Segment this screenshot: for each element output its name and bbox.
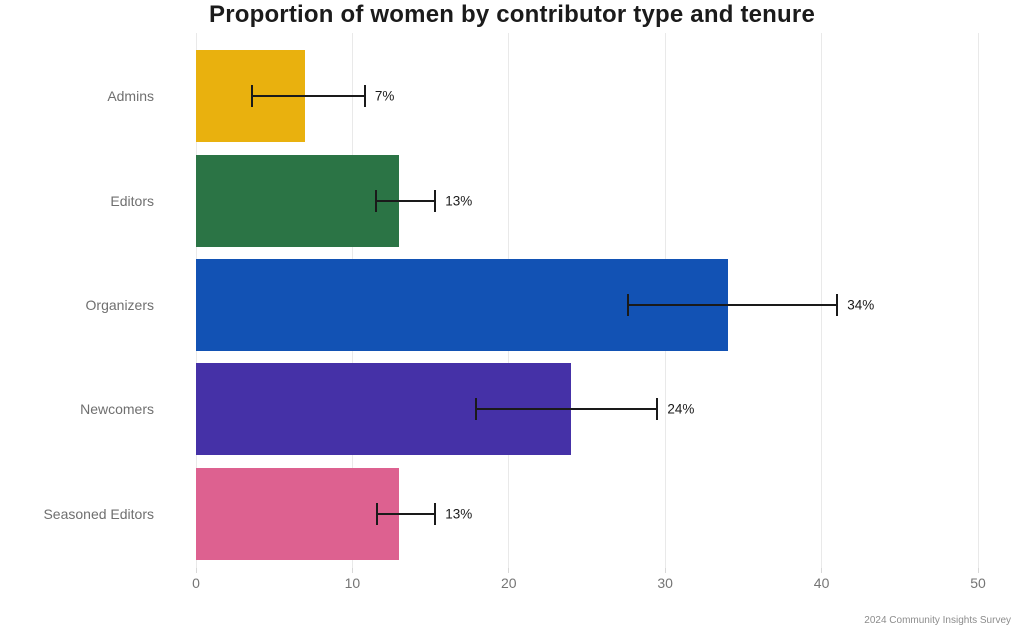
value-label: 7%	[374, 88, 395, 104]
bar	[196, 467, 400, 560]
x-tick-mark-0	[195, 568, 197, 573]
chart-row: Organizers 34%	[86, 253, 978, 357]
x-tick-mark-10	[351, 568, 353, 573]
error-bar-line	[377, 512, 436, 515]
error-bar-cap-left	[376, 502, 379, 525]
error-bar-cap-right	[434, 502, 437, 525]
x-tick-mark-50	[977, 568, 979, 573]
chart-row: Newcomers 24%	[80, 357, 978, 461]
x-tick-mark-40	[821, 568, 823, 573]
error-bar-line	[475, 408, 658, 411]
x-tick-mark-30	[664, 568, 666, 573]
chart-row: Admins 7%	[107, 44, 978, 148]
category-label: Newcomers	[80, 401, 154, 418]
bar	[196, 154, 400, 247]
value-label: 24%	[667, 401, 695, 417]
category-label: Organizers	[85, 297, 154, 314]
value-label: 13%	[445, 193, 473, 209]
category-label: Seasoned Editors	[43, 505, 154, 522]
error-bar-cap-left	[251, 85, 254, 108]
plot-area: Admins 7% Editors 13% Organizers 34% Newcomers…	[43, 44, 978, 566]
x-tick-label-20: 20	[501, 575, 517, 591]
gridline-40	[821, 33, 823, 568]
error-bar-cap-left	[474, 398, 477, 421]
x-axis: 0 10 20 30 40 50	[192, 568, 986, 602]
error-bar-cap-right	[434, 189, 437, 212]
category-label: Editors	[110, 192, 154, 209]
error-bar-cap-right	[363, 85, 366, 108]
x-tick-label-0: 0	[192, 575, 200, 591]
x-tick-label-50: 50	[970, 575, 986, 591]
chart-title: Proportion of women by contributor type …	[208, 1, 815, 28]
x-tick-mark-20	[508, 568, 510, 573]
x-tick-label-30: 30	[657, 575, 673, 591]
x-tick-label-40: 40	[813, 575, 830, 591]
value-label: 13%	[445, 506, 473, 522]
error-bar-line	[627, 304, 838, 307]
error-bar-line	[375, 199, 436, 202]
source-caption: 2024 Community Insights Survey	[864, 615, 1011, 626]
x-tick-label-10: 10	[344, 575, 361, 591]
chart-row: Editors 13%	[110, 148, 978, 252]
category-label: Admins	[107, 88, 154, 105]
value-label: 34%	[847, 297, 875, 313]
error-bar-cap-left	[374, 189, 377, 212]
error-bar-cap-right	[836, 294, 839, 317]
error-bar-line	[252, 95, 365, 98]
error-bar-cap-left	[626, 294, 629, 317]
error-bar-cap-right	[656, 398, 659, 421]
gridline-50	[977, 33, 979, 568]
chart-row: Seasoned Editors 13%	[43, 462, 978, 566]
